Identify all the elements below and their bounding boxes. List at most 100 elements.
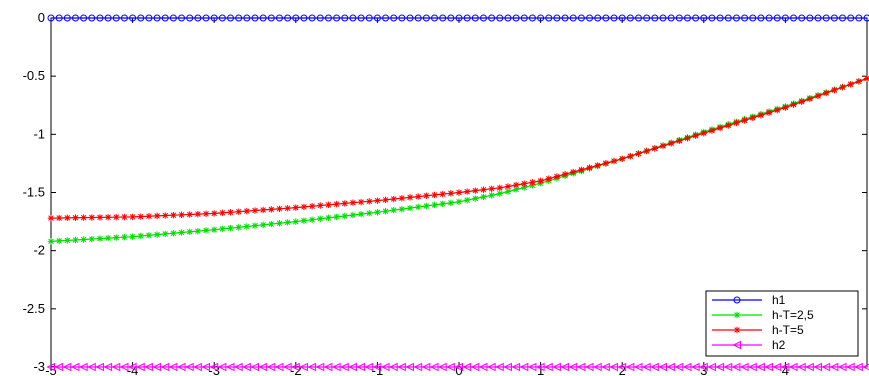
data-point <box>528 14 536 22</box>
data-point <box>317 215 324 222</box>
data-point <box>544 362 553 372</box>
data-point <box>96 235 104 242</box>
data-point <box>651 14 659 22</box>
data-point <box>423 202 430 210</box>
data-point <box>137 14 145 22</box>
data-point <box>692 132 699 139</box>
data-point <box>797 362 806 372</box>
data-point <box>405 362 415 372</box>
data-point <box>323 362 333 372</box>
data-point <box>390 195 397 203</box>
y-tick-label: -2 <box>33 243 45 258</box>
data-point <box>266 362 276 372</box>
data-point <box>268 220 275 228</box>
legend-label: h1 <box>772 293 786 307</box>
data-point <box>176 362 186 372</box>
data-point <box>757 112 765 119</box>
data-point <box>218 14 226 22</box>
data-point <box>202 227 210 234</box>
data-point <box>846 362 855 372</box>
data-point <box>251 207 259 214</box>
series-layer <box>46 14 869 372</box>
data-point <box>479 14 487 22</box>
data-point <box>626 14 634 22</box>
data-point <box>854 362 863 372</box>
data-point <box>610 157 618 165</box>
data-point <box>88 14 96 22</box>
data-point <box>478 362 488 372</box>
data-point <box>137 213 144 220</box>
data-point <box>593 362 602 372</box>
data-point <box>250 362 259 372</box>
data-point <box>725 122 732 129</box>
data-point <box>186 211 193 218</box>
data-point <box>357 14 365 22</box>
data-point <box>480 193 487 201</box>
data-point <box>537 177 544 185</box>
data-point <box>716 14 724 22</box>
data-point <box>87 362 96 372</box>
data-point <box>659 14 667 22</box>
data-point <box>348 362 357 372</box>
data-point <box>292 204 299 211</box>
legend-item: h-T=5 <box>712 323 804 337</box>
data-point <box>268 206 275 213</box>
data-point <box>235 208 242 215</box>
data-point <box>55 237 63 245</box>
data-point <box>55 14 63 22</box>
data-point <box>814 14 822 22</box>
data-point <box>537 14 545 22</box>
data-point <box>398 205 406 213</box>
data-point <box>798 14 806 22</box>
data-point <box>178 14 186 22</box>
data-point <box>472 195 479 202</box>
data-point <box>136 362 145 372</box>
data-point <box>274 362 284 372</box>
data-point <box>813 362 823 372</box>
data-point <box>756 362 765 372</box>
data-point <box>186 14 194 22</box>
data-point <box>316 14 324 22</box>
data-point <box>243 14 251 22</box>
data-point <box>439 14 447 22</box>
legend: h1h-T=2,5h-T=5h2 <box>705 290 859 357</box>
data-point <box>374 209 381 216</box>
data-point <box>635 150 642 157</box>
data-point <box>80 14 88 22</box>
data-point <box>300 217 308 224</box>
data-point <box>431 191 438 199</box>
data-point <box>577 14 585 22</box>
data-point <box>781 14 789 22</box>
data-point <box>535 362 545 372</box>
data-point <box>708 14 716 22</box>
data-point <box>619 155 626 162</box>
data-point <box>635 14 643 22</box>
data-point <box>79 362 88 372</box>
data-point <box>382 196 389 204</box>
data-point <box>55 214 63 222</box>
data-point <box>545 175 552 182</box>
data-point <box>168 362 178 372</box>
data-point <box>325 214 332 222</box>
data-point <box>88 214 95 221</box>
data-point <box>194 14 202 22</box>
data-point <box>741 117 748 124</box>
data-point <box>178 229 185 236</box>
data-point <box>308 216 316 223</box>
data-point <box>495 362 504 372</box>
data-point <box>488 185 495 192</box>
data-point <box>774 106 781 114</box>
data-point <box>862 363 869 371</box>
data-point <box>749 14 757 22</box>
data-point <box>586 164 593 171</box>
data-point <box>276 205 283 212</box>
data-point <box>275 14 283 22</box>
data-point <box>219 209 226 217</box>
data-point <box>757 14 765 22</box>
data-point <box>300 14 308 22</box>
data-point <box>47 14 55 22</box>
data-point <box>406 14 414 22</box>
data-point <box>333 213 340 221</box>
data-point <box>609 362 619 372</box>
data-point <box>691 362 700 372</box>
